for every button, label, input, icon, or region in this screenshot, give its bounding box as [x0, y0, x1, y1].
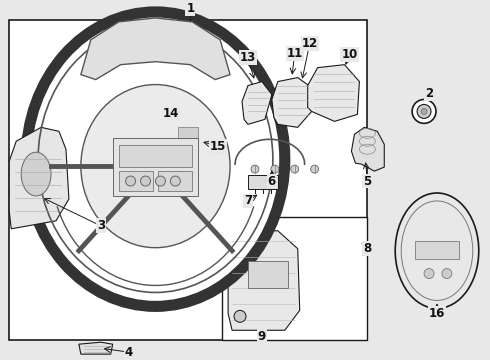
- Text: 14: 14: [162, 107, 178, 120]
- Polygon shape: [9, 127, 69, 229]
- Circle shape: [442, 269, 452, 279]
- Circle shape: [424, 269, 434, 279]
- Text: 5: 5: [363, 175, 371, 188]
- Text: 12: 12: [301, 37, 318, 50]
- Polygon shape: [242, 82, 272, 124]
- Circle shape: [291, 165, 299, 173]
- Circle shape: [171, 176, 180, 186]
- Bar: [119, 145, 192, 167]
- Text: 15: 15: [210, 140, 226, 153]
- Text: 7: 7: [244, 194, 252, 207]
- Circle shape: [155, 176, 166, 186]
- Polygon shape: [308, 65, 359, 121]
- Ellipse shape: [26, 12, 285, 306]
- Circle shape: [417, 104, 431, 118]
- Bar: [158, 171, 192, 191]
- Bar: [113, 138, 198, 196]
- Bar: [248, 175, 278, 189]
- Circle shape: [271, 165, 279, 173]
- Text: 4: 4: [124, 346, 133, 359]
- Text: 2: 2: [425, 87, 433, 100]
- Text: 10: 10: [342, 48, 358, 61]
- Bar: [178, 127, 198, 141]
- Polygon shape: [272, 78, 312, 127]
- Ellipse shape: [395, 193, 479, 309]
- Ellipse shape: [81, 85, 230, 248]
- Ellipse shape: [21, 152, 51, 196]
- Polygon shape: [228, 231, 300, 330]
- Bar: [415, 241, 459, 258]
- Bar: [222, 217, 368, 340]
- Bar: [119, 171, 153, 191]
- Text: 3: 3: [97, 219, 105, 232]
- Circle shape: [412, 99, 436, 123]
- Circle shape: [251, 165, 259, 173]
- Text: 1: 1: [186, 3, 195, 15]
- Polygon shape: [79, 342, 113, 354]
- Polygon shape: [146, 116, 169, 139]
- Polygon shape: [351, 127, 384, 171]
- Text: 8: 8: [363, 242, 371, 255]
- Bar: [248, 261, 288, 288]
- Bar: [175, 124, 201, 144]
- Circle shape: [125, 176, 136, 186]
- Bar: [9, 20, 368, 340]
- Circle shape: [311, 165, 319, 173]
- Text: 9: 9: [258, 330, 266, 343]
- Text: 6: 6: [268, 175, 276, 188]
- Polygon shape: [81, 18, 230, 80]
- Text: 16: 16: [429, 307, 445, 320]
- Circle shape: [421, 108, 427, 114]
- Circle shape: [234, 310, 246, 322]
- Text: 11: 11: [287, 47, 303, 60]
- Text: 13: 13: [240, 51, 256, 64]
- Circle shape: [141, 176, 150, 186]
